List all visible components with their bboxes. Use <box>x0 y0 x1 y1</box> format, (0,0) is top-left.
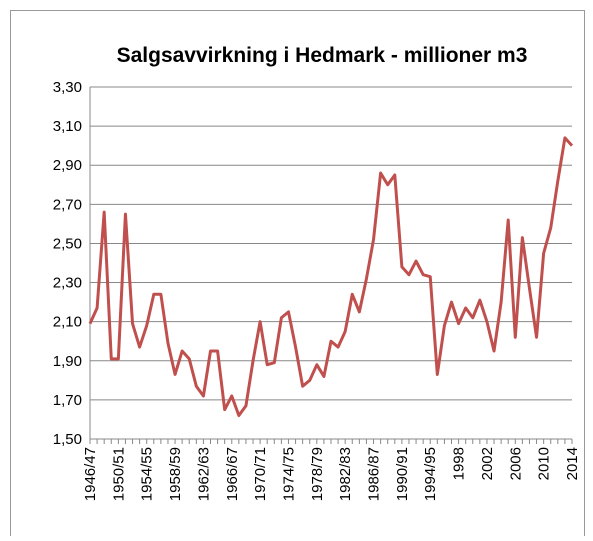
y-tick-label: 1,70 <box>53 392 82 409</box>
y-tick-label: 2,70 <box>53 196 82 213</box>
x-tick-label: 1950/51 <box>110 447 127 501</box>
x-tick-label: 1990/91 <box>394 447 411 501</box>
x-tick-label: 2010 <box>536 447 553 480</box>
y-tick-label: 2,10 <box>53 314 82 331</box>
x-tick-label: 1946/47 <box>82 447 99 501</box>
y-tick-label: 3,10 <box>53 118 82 135</box>
x-tick-label: 1970/71 <box>252 447 269 501</box>
x-tick-label: 1966/67 <box>224 447 241 501</box>
y-tick-label: 2,50 <box>53 235 82 252</box>
line-series <box>88 136 574 418</box>
x-tick-label: 1974/75 <box>280 447 297 501</box>
x-tick-label: 2006 <box>507 447 524 480</box>
y-tick-label: 2,90 <box>53 157 82 174</box>
x-tick-label: 2002 <box>479 447 496 480</box>
x-tick-label: 1998 <box>451 447 468 480</box>
x-tick-label: 2014 <box>564 447 581 480</box>
y-tick-label: 1,90 <box>53 353 82 370</box>
x-tick-label: 1978/79 <box>309 447 326 501</box>
y-tick-label: 3,30 <box>53 79 82 96</box>
x-tick-label: 1986/87 <box>366 447 383 501</box>
x-tick-label: 1954/55 <box>139 447 156 501</box>
x-tick-label: 1962/63 <box>195 447 212 501</box>
chart-title: Salgsavvirkning i Hedmark - millioner m3 <box>117 44 528 67</box>
x-tick-label: 1994/95 <box>422 447 439 501</box>
y-tick-label: 2,30 <box>53 275 82 292</box>
x-tick-label: 1958/59 <box>167 447 184 501</box>
x-tick-label: 1982/83 <box>337 447 354 501</box>
y-tick-label: 1,50 <box>53 431 82 448</box>
